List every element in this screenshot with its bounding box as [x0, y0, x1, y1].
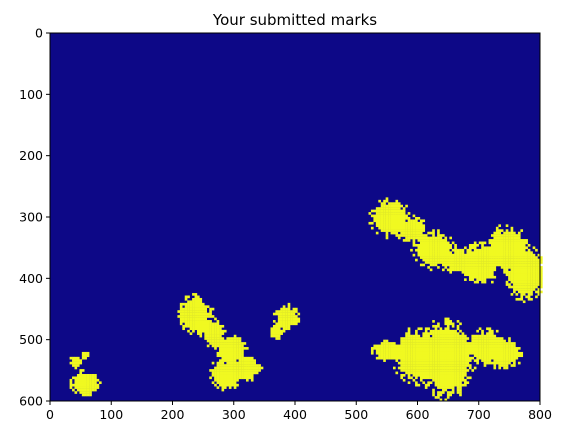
- x-tick-label: 400: [283, 407, 307, 422]
- y-tick-label: 300: [19, 210, 43, 225]
- mark-region: [177, 293, 215, 335]
- x-tick-label: 800: [528, 407, 552, 422]
- y-tick-label: 0: [35, 26, 43, 41]
- x-tick-label: 500: [344, 407, 368, 422]
- y-tick-label: 400: [19, 271, 43, 286]
- mark-region: [209, 359, 244, 392]
- chart-title: Your submitted marks: [212, 11, 377, 29]
- y-axis: 0 100 200 300 400 500 600: [19, 26, 50, 409]
- x-tick-label: 300: [222, 407, 246, 422]
- mark-region: [69, 356, 83, 370]
- x-axis: 0 100 200 300 400 500 600 700 800: [46, 401, 552, 422]
- y-tick-label: 200: [19, 148, 43, 163]
- x-tick-label: 0: [46, 407, 54, 422]
- y-tick-label: 600: [19, 394, 43, 409]
- mark-region: [216, 334, 249, 367]
- mark-region: [270, 324, 286, 340]
- mark-region: [442, 246, 477, 274]
- mark-region: [491, 337, 524, 370]
- mark-region: [370, 339, 406, 362]
- mark-region: [69, 369, 102, 397]
- mark-region: [503, 246, 543, 304]
- mark-region: [464, 241, 504, 284]
- mark-region: [393, 327, 448, 387]
- mark-region: [410, 229, 457, 272]
- x-tick-label: 100: [99, 407, 123, 422]
- mark-region: [272, 302, 301, 331]
- mark-region: [81, 351, 90, 360]
- x-tick-label: 700: [467, 407, 491, 422]
- marks-layer: [69, 197, 543, 402]
- x-tick-label: 600: [406, 407, 430, 422]
- mark-region: [400, 214, 426, 245]
- mark-region: [488, 224, 531, 274]
- mark-region: [419, 317, 477, 402]
- mark-region: [368, 197, 411, 240]
- y-tick-label: 500: [19, 332, 43, 347]
- mark-region: [466, 327, 511, 367]
- x-tick-label: 200: [161, 407, 185, 422]
- mark-region: [199, 317, 227, 350]
- y-tick-label: 100: [19, 87, 43, 102]
- mark-region: [236, 356, 264, 382]
